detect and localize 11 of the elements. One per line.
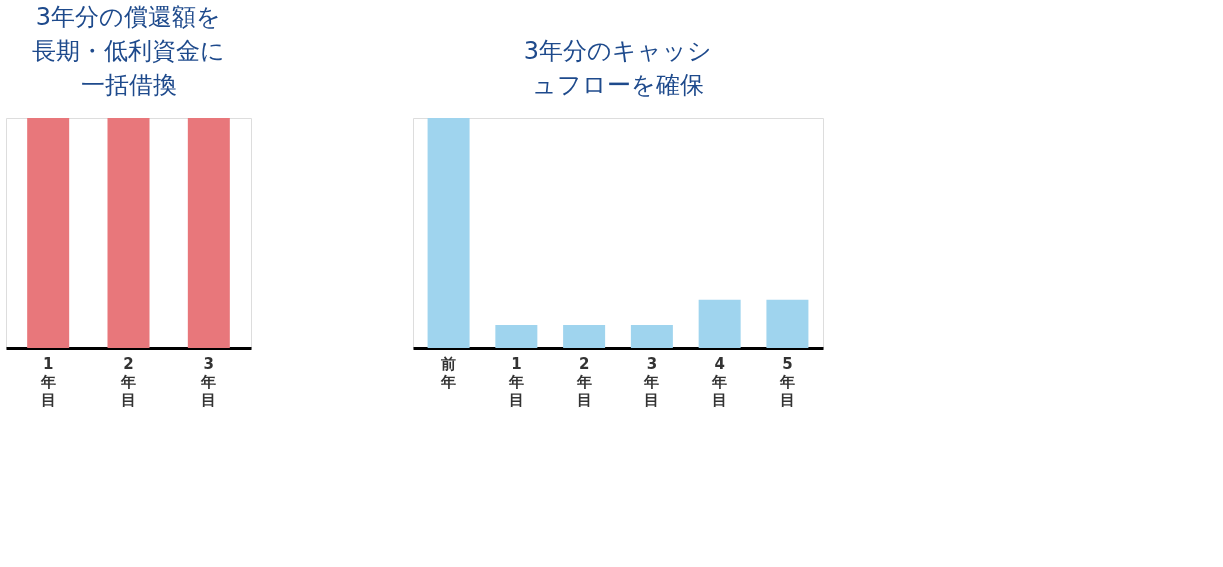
x-tick-label: 5年目 bbox=[778, 354, 795, 409]
text: 3年分のキャッシュフローを確保 bbox=[523, 37, 713, 99]
x-tick-label: 1年目 bbox=[39, 354, 56, 409]
x-tick-label: 3年目 bbox=[200, 354, 217, 409]
x-tick-label: 前年 bbox=[440, 354, 457, 391]
x-tick-label: 2年目 bbox=[575, 354, 592, 409]
x-tick-label: 2年目 bbox=[120, 354, 136, 409]
x-tick-label: 3年目 bbox=[643, 354, 660, 409]
x-tick-label: 1年目 bbox=[507, 354, 524, 409]
x-tick-label: 4年目 bbox=[711, 354, 728, 409]
text: 3年分の償還額を長期・低利資金に一括借換 bbox=[32, 3, 225, 99]
